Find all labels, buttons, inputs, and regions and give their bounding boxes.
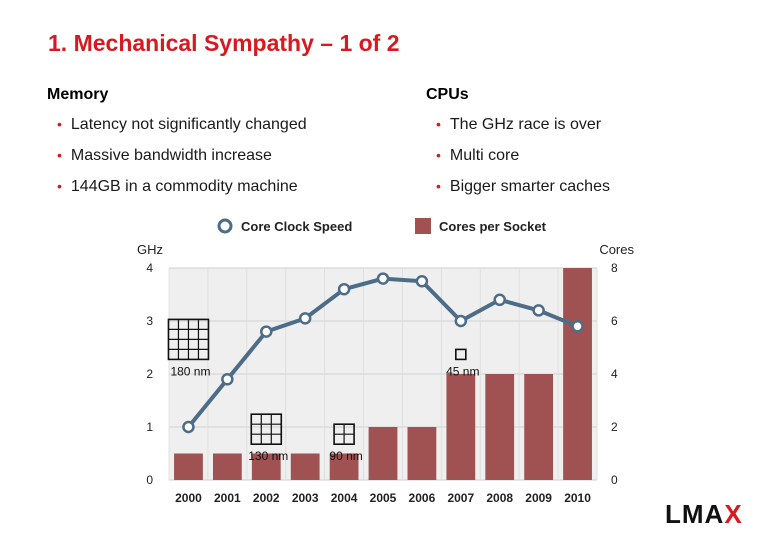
x-tick-label: 2009 [525, 491, 552, 505]
logo-accent-text: X [724, 499, 743, 529]
memory-column: Memory • Latency not significantly change… [47, 86, 387, 207]
process-grid-outline [455, 348, 467, 361]
chart-legend: Core Clock Speed Cores per Socket [217, 218, 547, 234]
clock-speed-point [571, 320, 584, 333]
cpus-bullet-text: The GHz race is over [449, 116, 602, 133]
bullet-dot-icon: • [436, 147, 441, 163]
process-node-annotations: 180 nm 130 nm 90 nm 45 nm [167, 318, 479, 463]
cores-bar [563, 268, 592, 480]
y-right-tick-label: 6 [611, 314, 618, 328]
cpus-bullet: • Bigger smarter caches [436, 176, 766, 207]
bullet-dot-icon: • [57, 178, 62, 194]
clock-speed-point [182, 420, 195, 434]
process-node-label: 45 nm [446, 364, 479, 378]
cores-bar [524, 374, 554, 480]
x-tick-label: 2001 [214, 491, 241, 505]
clock-speed-point [454, 314, 468, 328]
process-grid-icon [250, 413, 283, 445]
bullet-dot-icon: • [436, 178, 441, 194]
logo-main-text: LMA [665, 499, 725, 529]
cores-bar [485, 374, 515, 480]
legend-line-marker-icon [217, 218, 233, 234]
cores-bar [407, 427, 437, 480]
x-tick-label: 2010 [564, 491, 591, 505]
cores-bars [174, 268, 592, 480]
y-left-tick-label: 3 [146, 314, 153, 328]
bullet-dot-icon: • [57, 116, 62, 132]
process-node-label: 90 nm [329, 449, 362, 463]
legend-label-clock-speed: Core Clock Speed [241, 219, 352, 234]
x-tick-label: 2006 [409, 491, 436, 505]
cpus-heading: CPUs [426, 86, 469, 103]
memory-bullet: • Latency not significantly changed [57, 114, 387, 145]
clock-speed-cores-chart: 180 nm 130 nm 90 nm 45 nm 0 1 2 3 4 0 2 4 6 8 GHz Core… [137, 218, 634, 505]
bullet-dot-icon: • [436, 116, 441, 132]
y-left-axis-title: GHz [137, 242, 163, 257]
memory-bullet-text: Latency not significantly changed [70, 116, 307, 133]
x-tick-label: 2005 [370, 491, 397, 505]
process-grid-icon [167, 318, 210, 361]
clock-speed-point [493, 293, 506, 307]
x-tick-label: 2004 [331, 491, 358, 505]
clock-speed-point [221, 373, 234, 386]
cpus-bullet: • Multi core [436, 145, 766, 176]
memory-heading: Memory [47, 86, 109, 103]
cpus-bullet-text: Multi core [449, 147, 520, 164]
cores-bar [446, 374, 476, 480]
cpus-column: CPUs • The GHz race is over • Multi core •… [426, 86, 766, 207]
memory-bullet-list: • Latency not significantly changed • Mass… [47, 114, 387, 207]
clock-speed-line-group [182, 272, 584, 434]
clock-speed-point [337, 282, 351, 296]
cores-bar [329, 453, 359, 480]
cores-bar [174, 453, 203, 480]
y-right-tick-label: 4 [611, 367, 618, 381]
x-tick-label: 2007 [447, 491, 474, 505]
legend-bar-marker-icon [415, 218, 431, 234]
slide-title: 1. Mechanical Sympathy – 1 of 2 [48, 30, 400, 56]
process-grid-outline [250, 413, 283, 445]
clock-speed-point [298, 312, 312, 325]
cores-bar [212, 453, 242, 480]
legend-label-cores: Cores per Socket [439, 219, 547, 234]
y-right-tick-label: 2 [611, 420, 618, 434]
y-left-tick-label: 2 [146, 367, 153, 381]
process-grid-icon [333, 423, 355, 445]
clock-speed-point [260, 325, 273, 338]
x-tick-label: 2003 [292, 491, 319, 505]
memory-bullet-text: Massive bandwidth increase [70, 147, 272, 164]
cores-bar [368, 427, 398, 480]
memory-bullet: • Massive bandwidth increase [57, 145, 387, 176]
chart-axes: 0 1 2 3 4 0 2 4 6 8 GHz Cores 2000 2001 2002 2003 2004 20… [137, 242, 634, 505]
process-grid-icon [455, 348, 467, 361]
y-right-axis-title: Cores [599, 242, 634, 257]
clock-speed-point [376, 272, 390, 285]
cpus-bullet-text: Bigger smarter caches [449, 178, 610, 195]
process-node-label: 180 nm [170, 364, 210, 378]
bullet-dot-icon: • [57, 147, 62, 163]
x-tick-label: 2000 [175, 491, 202, 505]
y-left-tick-label: 0 [146, 473, 153, 487]
y-left-tick-label: 1 [146, 420, 153, 434]
lmax-logo: LMAX [665, 499, 743, 530]
x-tick-label: 2002 [253, 491, 280, 505]
cpus-bullet: • The GHz race is over [436, 114, 766, 145]
clock-speed-point [415, 275, 429, 288]
cores-bar [251, 453, 281, 480]
y-right-tick-label: 0 [611, 473, 618, 487]
process-node-label: 130 nm [248, 449, 288, 463]
memory-bullet-text: 144GB in a commodity machine [70, 178, 298, 195]
x-tick-label: 2008 [486, 491, 513, 505]
y-right-tick-label: 8 [611, 261, 618, 275]
clock-speed-point [532, 304, 545, 317]
cores-bar [290, 453, 320, 480]
cpus-bullet-list: • The GHz race is over • Multi core • Bigge… [426, 114, 766, 207]
y-left-tick-label: 4 [146, 261, 153, 275]
memory-bullet: • 144GB in a commodity machine [57, 176, 387, 207]
